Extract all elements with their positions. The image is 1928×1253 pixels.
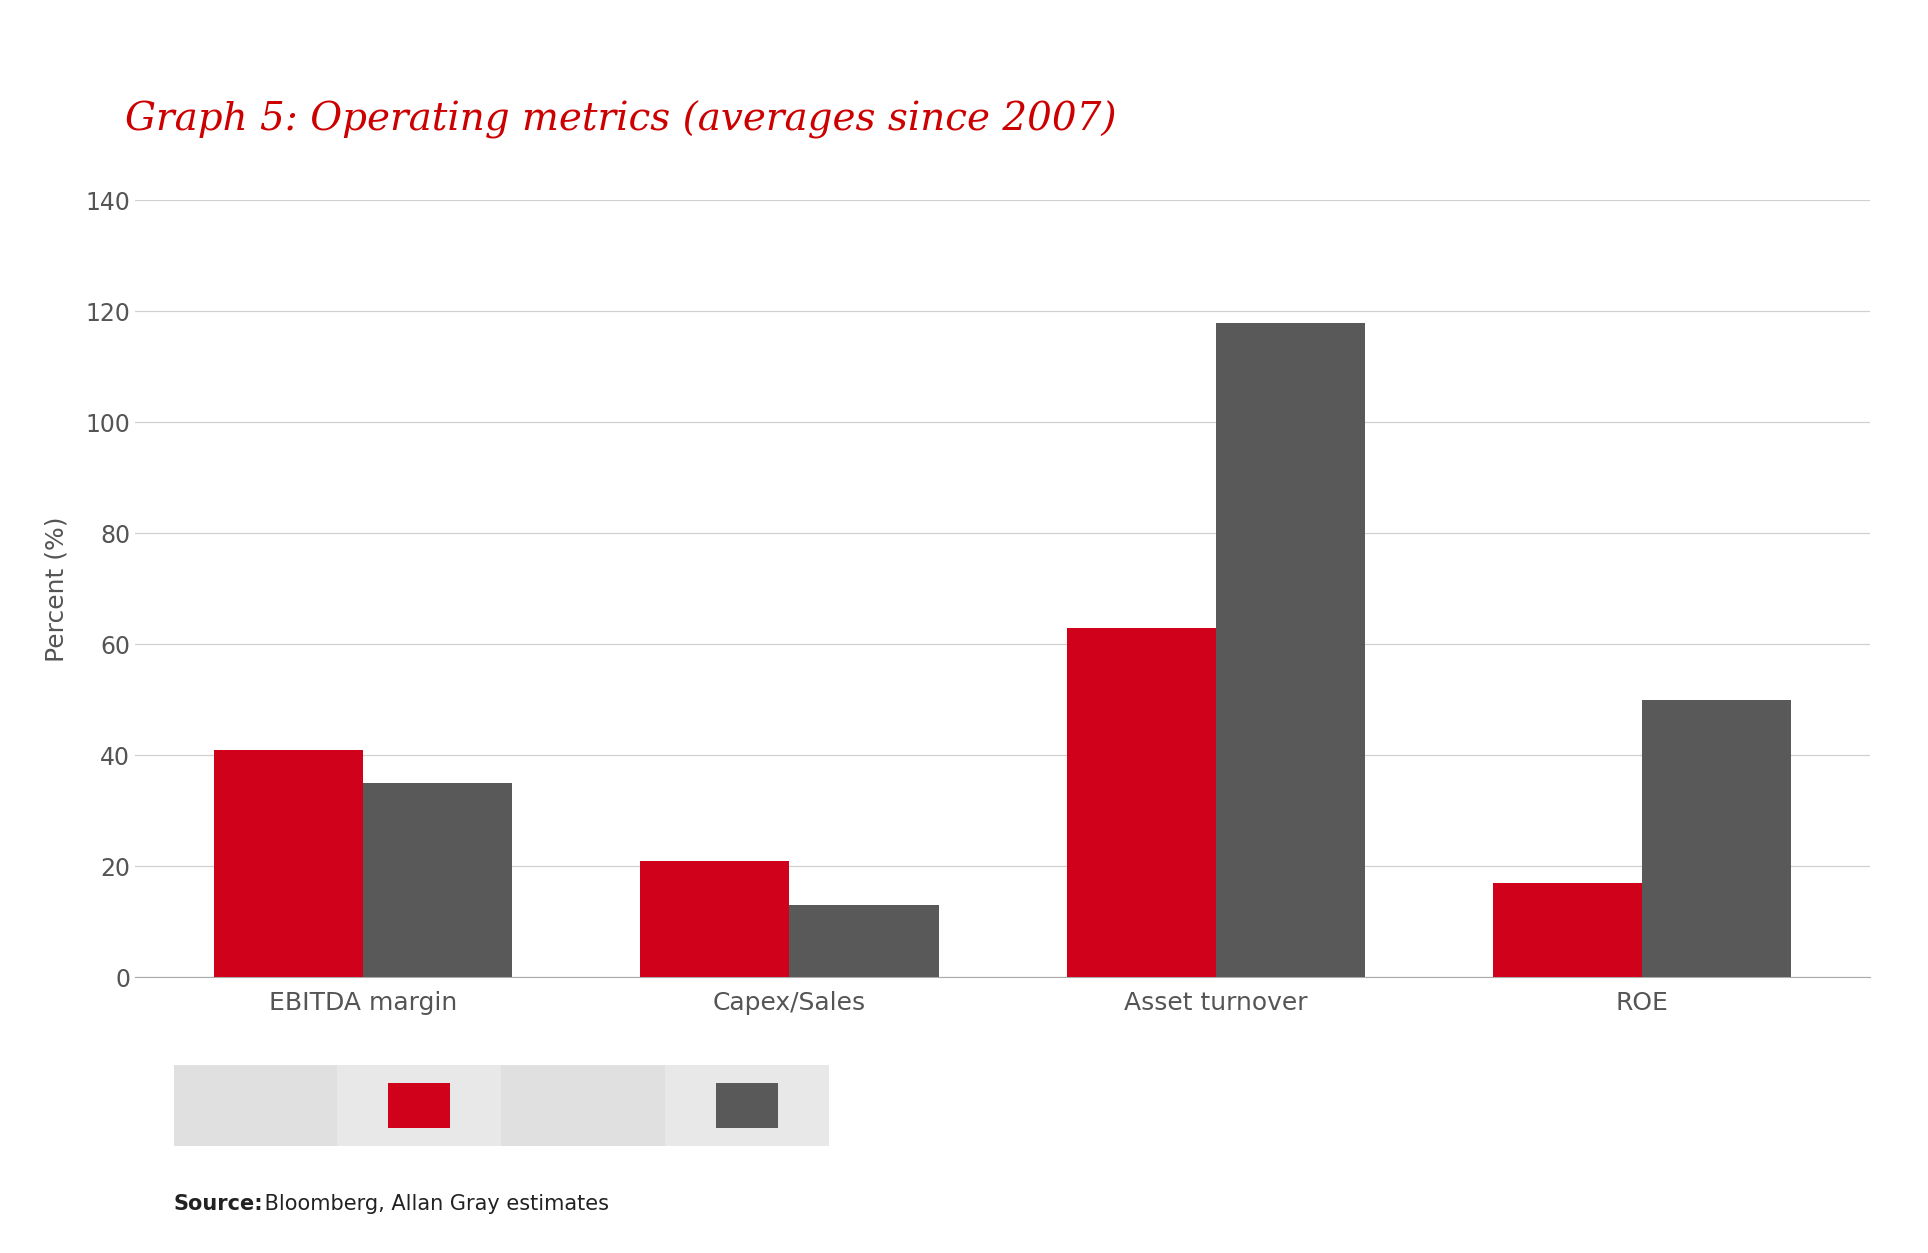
Text: Source:: Source:: [174, 1194, 262, 1214]
Bar: [1066, 628, 1217, 977]
Text: Bloomberg, Allan Gray estimates: Bloomberg, Allan Gray estimates: [258, 1194, 609, 1214]
Text: Vodacom: Vodacom: [528, 1094, 638, 1118]
Bar: [362, 783, 513, 977]
Text: MTN: MTN: [229, 1094, 281, 1118]
Bar: [640, 861, 789, 977]
Text: Graph 5: Operating metrics (averages since 2007): Graph 5: Operating metrics (averages sin…: [125, 100, 1116, 139]
Bar: [1643, 700, 1791, 977]
Y-axis label: Percent (%): Percent (%): [44, 516, 69, 662]
Bar: [1217, 322, 1365, 977]
Bar: [214, 749, 362, 977]
Bar: [1492, 883, 1643, 977]
Bar: [789, 905, 939, 977]
